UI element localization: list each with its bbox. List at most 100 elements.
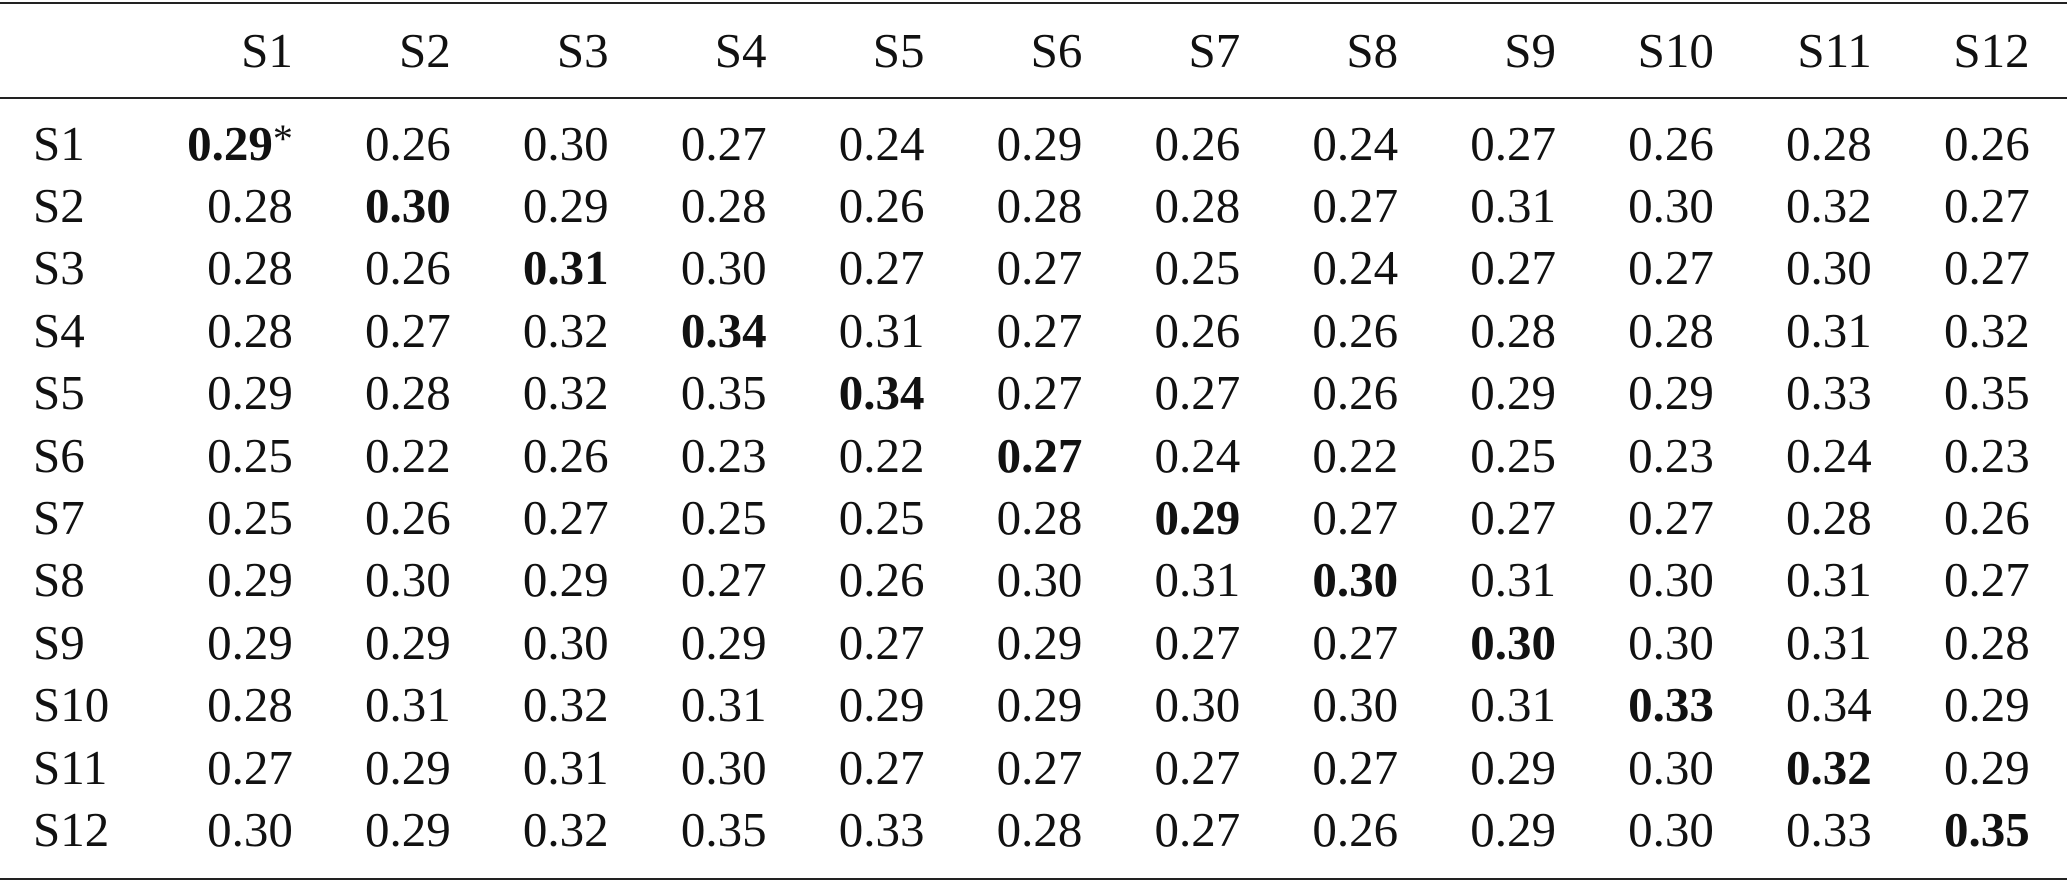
value: 0.35 <box>680 801 767 857</box>
value: 0.29 <box>996 677 1083 733</box>
cell: 0.26 <box>1872 489 2030 546</box>
cell: 0.26 <box>293 239 451 296</box>
cell: 0.27 <box>1398 239 1556 296</box>
value: 0.33 <box>1786 365 1872 421</box>
value: 0.30 <box>1786 240 1872 296</box>
cell: 0.28 <box>135 239 293 296</box>
row-label: S12 <box>33 801 110 857</box>
value: 0.29 <box>365 801 451 857</box>
row-label: S4 <box>33 302 85 358</box>
cell: 0.24 <box>1714 427 1872 484</box>
cell: 0.32 <box>451 801 609 858</box>
cell: 0.30 <box>1556 551 1714 608</box>
cell: 0.27 <box>293 302 451 359</box>
cell: 0.26 <box>1240 801 1398 858</box>
value: 0.22 <box>838 427 925 483</box>
cell: 0.22 <box>767 427 925 484</box>
value: 0.28 <box>1154 178 1241 234</box>
cell: 0.24 <box>1082 427 1240 484</box>
value: 0.25 <box>1470 427 1557 483</box>
cell: 0.27 <box>1398 115 1556 172</box>
column-header: S1 <box>241 23 293 78</box>
cell: 0.27 <box>1240 739 1398 796</box>
value: 0.26 <box>522 427 609 483</box>
cell: 0.32 <box>451 364 609 421</box>
cell: 0.35 <box>609 364 767 421</box>
value: 0.29 <box>996 115 1083 171</box>
cell: 0.30 <box>1398 614 1556 671</box>
value: 0.27 <box>1154 614 1241 670</box>
column-header: S5 <box>872 23 925 78</box>
cell: 0.29 <box>451 177 609 234</box>
value: 0.28 <box>996 801 1083 857</box>
value: 0.28 <box>996 490 1083 546</box>
cell: 0.22 <box>1240 427 1398 484</box>
column-header: S7 <box>1188 23 1241 78</box>
value: 0.29 <box>1470 801 1557 857</box>
cell: 0.30 <box>1240 676 1398 733</box>
value: 0.27 <box>1943 240 2030 296</box>
value: 0.32 <box>522 801 609 857</box>
cell: 0.25 <box>1398 427 1556 484</box>
value: 0.26 <box>1154 115 1241 171</box>
cell: 0.27 <box>767 239 925 296</box>
value: 0.27 <box>1154 801 1241 857</box>
row-label: S9 <box>33 614 85 670</box>
best-value: 0.32 <box>1786 739 1872 795</box>
value: 0.26 <box>365 115 451 171</box>
cell: 0.34 <box>1714 676 1872 733</box>
value: 0.29 <box>1470 739 1557 795</box>
value: 0.28 <box>1943 614 2030 670</box>
cell: 0.32 <box>451 302 609 359</box>
value: 0.27 <box>838 614 925 670</box>
cell: 0.32 <box>1872 302 2030 359</box>
value: 0.30 <box>522 115 609 171</box>
value: 0.30 <box>1628 801 1714 857</box>
column-header: S9 <box>1504 23 1557 78</box>
cell: 0.30 <box>924 551 1083 608</box>
value: 0.28 <box>1628 302 1714 358</box>
value: 0.29 <box>1470 365 1557 421</box>
value: 0.30 <box>996 552 1083 608</box>
value: 0.26 <box>838 178 925 234</box>
value: 0.27 <box>1470 115 1557 171</box>
cell: 0.28 <box>1082 177 1240 234</box>
best-value: 0.29 <box>1154 490 1241 546</box>
value: 0.32 <box>522 365 609 421</box>
cell: 0.29 <box>293 614 451 671</box>
cell: 0.26 <box>767 551 925 608</box>
value: 0.25 <box>838 490 925 546</box>
value: 0.30 <box>1628 178 1714 234</box>
cell: 0.27 <box>1872 239 2030 296</box>
value: 0.29 <box>1628 365 1714 421</box>
cell: 0.34 <box>609 302 767 359</box>
value: 0.29 <box>522 552 609 608</box>
value: 0.27 <box>1943 178 2030 234</box>
value: 0.25 <box>1154 240 1241 296</box>
value: 0.33 <box>838 801 925 857</box>
value: 0.28 <box>207 677 293 733</box>
value: 0.26 <box>365 490 451 546</box>
value: 0.27 <box>1154 739 1241 795</box>
cell: 0.29 <box>135 551 293 608</box>
cell: 0.29 <box>767 676 925 733</box>
cell: 0.30 <box>609 739 767 796</box>
cell: 0.27 <box>924 364 1083 421</box>
value: 0.31 <box>365 677 451 733</box>
value: 0.27 <box>996 302 1083 358</box>
column-header: S12 <box>1953 23 2030 78</box>
value: 0.27 <box>1628 490 1714 546</box>
cell: 0.26 <box>1240 364 1398 421</box>
cell: 0.31 <box>1714 302 1872 359</box>
cell: 0.30 <box>451 614 609 671</box>
cell: 0.28 <box>135 177 293 234</box>
cell: 0.26 <box>1872 115 2030 172</box>
row-label: S10 <box>33 677 110 733</box>
cell: 0.26 <box>767 177 925 234</box>
value: 0.28 <box>207 178 293 234</box>
best-value: 0.35 <box>1943 801 2030 857</box>
column-header: S10 <box>1637 23 1714 78</box>
best-value: 0.31 <box>522 240 609 296</box>
cell: 0.26 <box>1556 115 1714 172</box>
cell: 0.25 <box>767 489 925 546</box>
